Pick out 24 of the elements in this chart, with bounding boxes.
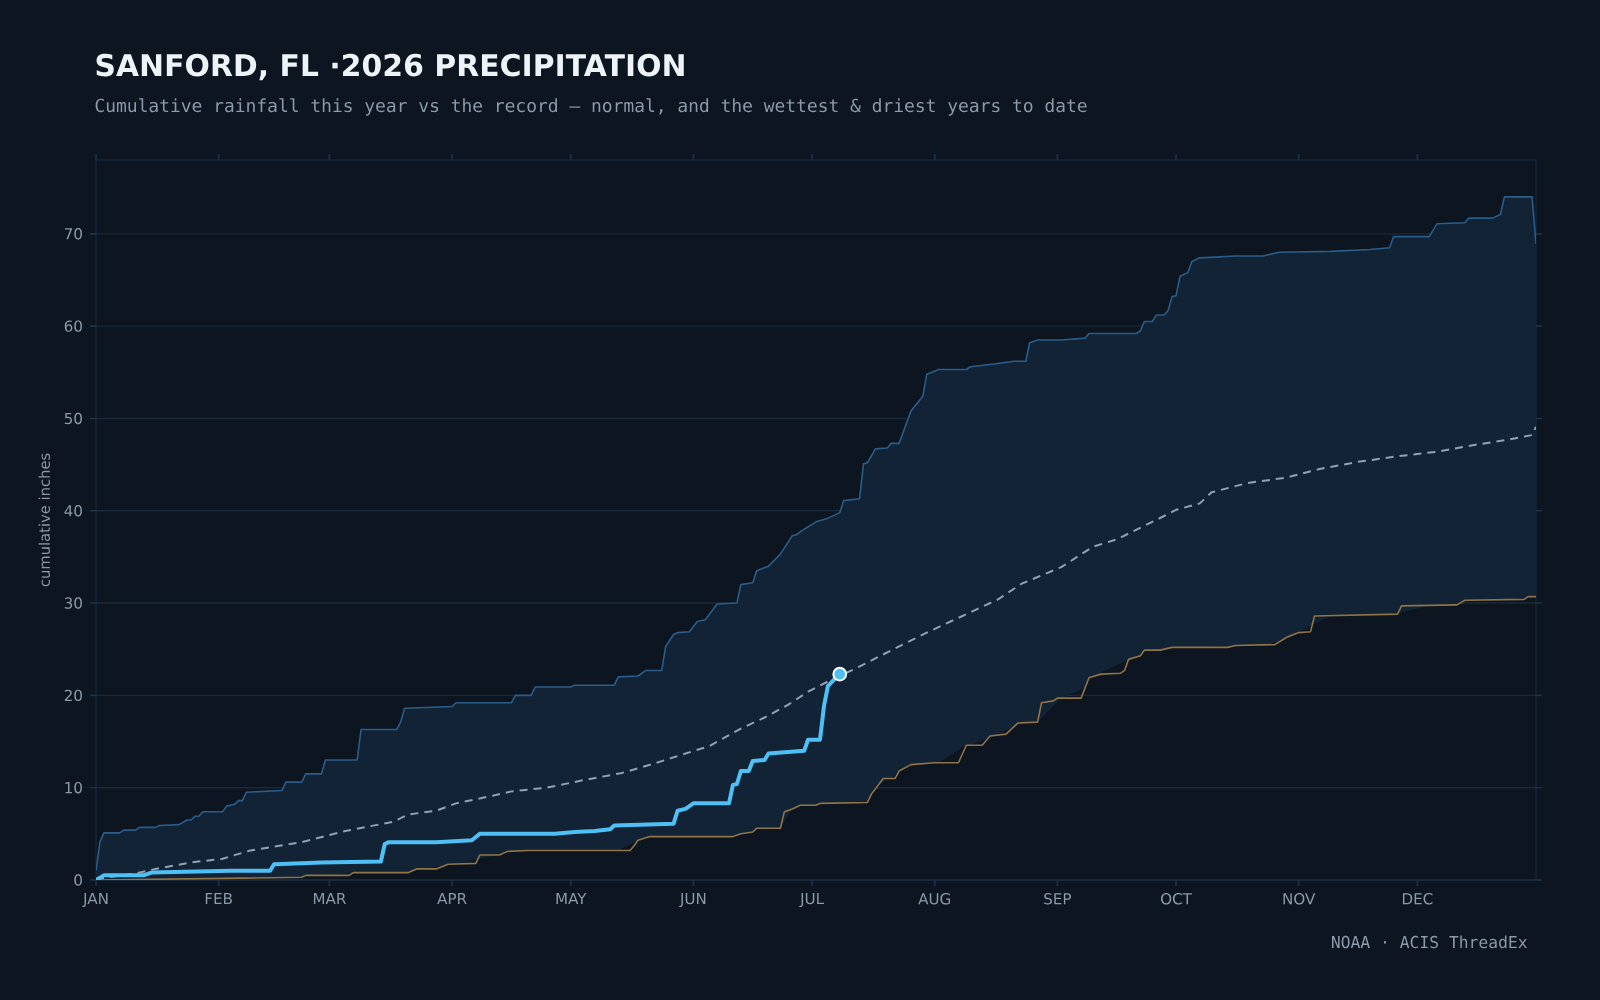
x-tick-label: SEP	[1044, 893, 1071, 905]
x-tick-label: APR	[437, 893, 467, 905]
x-tick-label: FEB	[205, 893, 232, 905]
y-axis-title: cumulative inches	[38, 453, 51, 587]
x-tick-label: JUN	[679, 893, 706, 908]
x-tick-label: JAN	[82, 893, 108, 908]
y-tick-label: 30	[64, 597, 82, 609]
y-tick-label: 60	[64, 320, 82, 332]
x-tick-label: JUL	[799, 893, 824, 908]
x-tick-label: DEC	[1402, 893, 1433, 905]
x-tick-label: OCT	[1161, 893, 1192, 905]
x-tick-label: NOV	[1283, 893, 1316, 905]
y-tick-label: 50	[64, 412, 82, 425]
x-tick-label: MAY	[556, 893, 587, 905]
text: NOAA · ACIS ThreadEx	[1331, 935, 1527, 949]
y-tick-label: 20	[64, 689, 82, 702]
x-tick-label: AUG	[918, 893, 951, 905]
y-tick-label: 70	[64, 228, 82, 240]
y-tick-label: 10	[65, 781, 82, 794]
y-tick-label: 40	[64, 505, 82, 517]
chart-title: SANFORD, FL ·2026 PRECIPITATION	[96, 53, 684, 81]
x-tick-label: MAR	[313, 893, 346, 905]
chart-subtitle: Cumulative rainfall this year vs the record — normal, and the wettest & driest years to date	[95, 98, 1087, 116]
y-tick-label: 0	[74, 874, 82, 886]
